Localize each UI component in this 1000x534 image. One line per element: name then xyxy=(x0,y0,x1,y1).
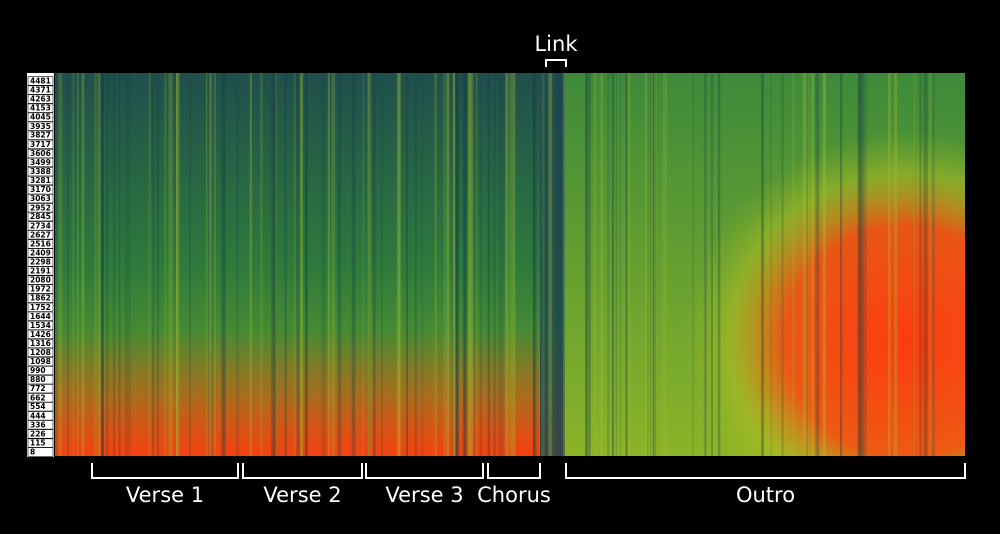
y-tick-label: 4045 xyxy=(30,113,51,122)
y-tick-label: 3499 xyxy=(30,158,51,167)
y-tick-label: 3281 xyxy=(30,176,51,185)
y-tick-label: 880 xyxy=(30,375,46,384)
y-tick-label: 3388 xyxy=(30,167,51,176)
section-label: Outro xyxy=(736,483,795,507)
bracket xyxy=(365,463,484,479)
y-tick-label: 444 xyxy=(30,411,46,420)
y-tick-label: 4481 xyxy=(30,77,51,86)
link-bracket xyxy=(545,59,567,67)
y-tick-label: 772 xyxy=(30,384,46,393)
spectrogram xyxy=(55,73,965,456)
y-tick-label: 1862 xyxy=(30,294,51,303)
y-tick-label: 2298 xyxy=(30,258,51,267)
tick-box xyxy=(27,347,54,358)
section-label: Verse 1 xyxy=(126,483,204,507)
tick-box xyxy=(27,103,54,113)
section-label: Link xyxy=(534,32,578,56)
section-label: Verse 2 xyxy=(263,483,341,507)
tick-box xyxy=(27,420,54,430)
tick-box xyxy=(27,320,54,331)
y-tick-label: 2734 xyxy=(30,221,51,230)
tick-box xyxy=(27,384,54,394)
tick-box xyxy=(27,429,54,439)
y-tick-label: 1752 xyxy=(30,303,51,312)
y-tick-label: 8 xyxy=(30,448,35,457)
tick-box xyxy=(27,329,54,339)
y-tick-label: 2080 xyxy=(30,276,51,285)
y-tick-label: 2409 xyxy=(30,248,51,257)
y-tick-label: 336 xyxy=(30,420,46,429)
tick-box xyxy=(27,284,54,294)
bracket xyxy=(487,463,541,479)
y-tick-label: 990 xyxy=(30,366,46,375)
y-tick-label: 662 xyxy=(30,393,46,402)
section-brackets xyxy=(91,463,966,479)
tick-box xyxy=(27,411,54,421)
y-tick-label: 554 xyxy=(30,402,46,411)
y-tick-label: 4153 xyxy=(30,104,51,113)
tick-box xyxy=(27,130,54,140)
tick-box xyxy=(27,76,54,86)
y-tick-label: 2516 xyxy=(30,239,51,248)
tick-box xyxy=(27,221,54,231)
y-tick-label: 4371 xyxy=(30,86,51,95)
y-tick-label: 2191 xyxy=(30,266,51,275)
y-tick-label: 1534 xyxy=(30,321,51,330)
bracket xyxy=(565,463,966,479)
tick-box xyxy=(27,185,54,195)
tick-box xyxy=(27,121,54,131)
y-tick-label: 3935 xyxy=(30,122,51,131)
tick-box xyxy=(27,365,54,376)
y-tick-label: 2845 xyxy=(30,212,51,221)
y-tick-label: 2627 xyxy=(30,230,51,239)
tick-box xyxy=(27,293,54,303)
y-tick-label: 4263 xyxy=(30,95,51,104)
section-label: Chorus xyxy=(477,483,551,507)
tick-box xyxy=(27,139,54,149)
tick-box xyxy=(27,94,54,104)
tick-box xyxy=(27,438,54,448)
y-tick-label: 3717 xyxy=(30,140,51,149)
tick-box xyxy=(27,239,54,249)
tick-box xyxy=(27,338,54,349)
y-tick-label: 1644 xyxy=(30,312,51,321)
y-tick-label: 226 xyxy=(30,429,46,438)
tick-box xyxy=(27,311,54,321)
y-tick-label: 2952 xyxy=(30,203,51,212)
tick-box xyxy=(27,203,54,213)
y-tick-label: 1316 xyxy=(30,339,51,348)
bracket xyxy=(242,463,363,479)
tick-box xyxy=(27,257,54,267)
y-tick-label: 115 xyxy=(30,439,46,448)
tick-box xyxy=(27,112,54,122)
tick-box xyxy=(27,302,54,312)
bracket xyxy=(91,463,239,479)
y-tick-label: 3063 xyxy=(30,194,51,203)
y-tick-label: 1208 xyxy=(30,348,51,357)
y-tick-label: 3170 xyxy=(30,185,51,194)
tick-box xyxy=(27,375,54,385)
tick-box xyxy=(27,85,54,95)
y-tick-label: 1426 xyxy=(30,330,51,339)
y-tick-label: 1972 xyxy=(30,285,51,294)
tick-box xyxy=(27,275,54,285)
y-tick-label: 3606 xyxy=(30,149,51,158)
tick-box xyxy=(27,148,54,159)
tick-box xyxy=(27,393,54,403)
section-label: Verse 3 xyxy=(385,483,463,507)
tick-box xyxy=(27,402,54,412)
y-tick-label: 1098 xyxy=(30,357,51,366)
y-tick-label: 3827 xyxy=(30,131,51,140)
tick-box xyxy=(27,167,54,177)
tick-box xyxy=(27,356,54,367)
